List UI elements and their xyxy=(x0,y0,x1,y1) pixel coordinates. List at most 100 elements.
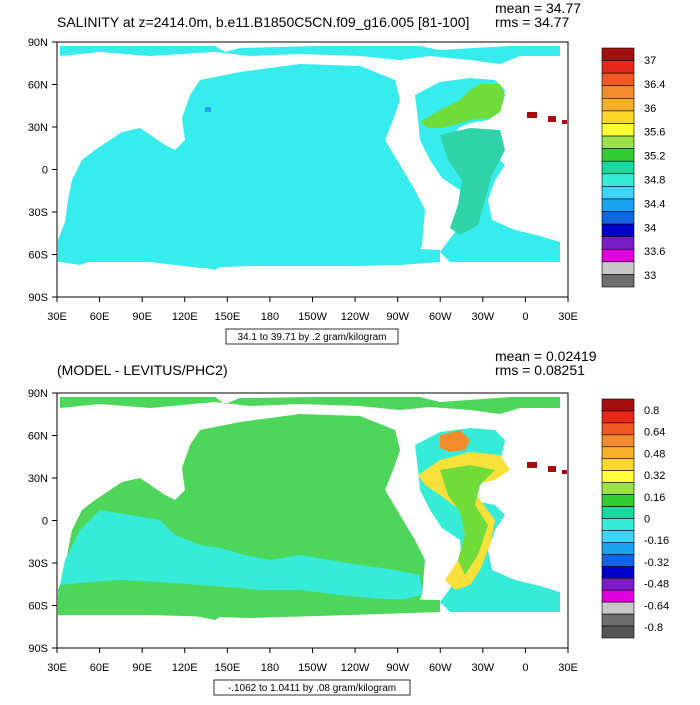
lon-label: 120W xyxy=(341,662,370,674)
colorbar-swatch xyxy=(601,458,635,471)
lon-label: 0 xyxy=(522,662,528,674)
lat-label: 30S xyxy=(28,207,48,219)
colorbar-label: 34.8 xyxy=(644,174,665,186)
lon-label: 60W xyxy=(429,311,452,323)
colorbar-label: 37 xyxy=(644,55,656,67)
colorbar-swatch xyxy=(601,72,635,87)
colorbar-swatch xyxy=(601,98,635,112)
colorbar-label: 34.4 xyxy=(644,198,665,210)
lon-label: 90E xyxy=(132,662,152,674)
colorbar-label: 34 xyxy=(644,222,656,234)
lon-label: 30E xyxy=(558,311,578,323)
colorbar-label: 36.4 xyxy=(644,79,665,91)
contour-info: 34.1 to 39.71 by .2 gram/kilogram xyxy=(238,332,387,343)
mean-stat: mean = 34.77 xyxy=(495,0,581,16)
colorbar-swatch xyxy=(601,274,635,288)
lon-label: 90W xyxy=(386,311,409,323)
lat-label: 0 xyxy=(42,165,48,177)
lon-label: 180 xyxy=(261,311,279,323)
indian-ocean-cyan xyxy=(60,510,422,600)
colorbar-swatch xyxy=(601,236,635,250)
colorbar-swatch xyxy=(601,494,635,507)
lon-label: 30E xyxy=(47,311,67,323)
med-outflow xyxy=(527,112,537,118)
colorbar-swatch xyxy=(601,160,635,175)
latitude-labels: 90N 60N 30N 0 30S 60S 90S xyxy=(28,388,57,655)
lon-label: 90W xyxy=(386,662,409,674)
colorbar-swatch xyxy=(601,248,635,263)
longitude-labels: 30E 60E 90E 120E 150E 180 150W 120W 90W 60W 30W 0 30… xyxy=(47,297,578,323)
colorbar-swatch xyxy=(601,589,635,603)
lon-label: 60E xyxy=(90,662,110,674)
colorbar-swatch xyxy=(601,186,635,200)
lon-label: 30W xyxy=(472,662,495,674)
atlantic-core xyxy=(440,465,495,575)
lat-label: 30S xyxy=(28,558,48,570)
colorbar-swatch xyxy=(601,110,635,124)
colorbar: 0.8 0.64 0.48 0.32 0.16 0 -0.16 -0.32 -0.48 -0.64… xyxy=(601,398,669,639)
southern-ocean xyxy=(58,228,440,268)
colorbar-swatch xyxy=(601,123,635,137)
lon-label: 150W xyxy=(298,662,327,674)
colorbar-label: 0.48 xyxy=(644,448,665,460)
lon-label: 120W xyxy=(341,311,370,323)
colorbar-swatch xyxy=(601,60,635,74)
colorbar-swatch xyxy=(601,613,635,627)
lon-label: 120E xyxy=(172,311,198,323)
colorbar-swatch xyxy=(601,85,635,99)
colorbar-swatch xyxy=(601,446,635,460)
colorbar-label: 33 xyxy=(644,270,656,282)
colorbar-swatch xyxy=(601,173,635,187)
colorbar-swatch xyxy=(601,135,635,149)
arctic-ocean xyxy=(60,46,560,64)
colorbar-label: 35.2 xyxy=(644,151,665,163)
mean-stat: mean = 0.02419 xyxy=(495,348,597,364)
colorbar-swatch xyxy=(601,398,635,412)
lon-label: 30E xyxy=(558,662,578,674)
map-plot xyxy=(56,392,569,649)
atlantic-tongue xyxy=(440,128,505,235)
colorbar-swatch xyxy=(601,506,635,519)
colorbar-label: 33.6 xyxy=(644,246,665,258)
colorbar-swatch xyxy=(601,223,635,237)
map-plot xyxy=(56,41,569,298)
colorbar-swatch xyxy=(601,625,635,639)
lon-label: 120E xyxy=(172,662,198,674)
contour-info-box xyxy=(225,328,399,345)
lon-label: 180 xyxy=(261,662,279,674)
lat-label: 90S xyxy=(28,643,48,655)
lat-label: 60N xyxy=(28,431,48,443)
colorbar: 37 36.4 36 35.6 35.2 34.8 34.4 34 33.6 33 xyxy=(601,47,665,288)
colorbar-label: -0.16 xyxy=(644,535,669,547)
colorbar-swatch xyxy=(601,565,635,579)
contour-info: -.1062 to 1.0411 by .08 gram/kilogram xyxy=(228,683,396,694)
colorbar-swatch xyxy=(601,261,635,275)
southern-ocean xyxy=(58,590,440,618)
colorbar-swatch xyxy=(601,577,635,591)
colorbar-label: 0.64 xyxy=(644,427,665,439)
colorbar-swatch xyxy=(601,410,635,424)
lat-label: 0 xyxy=(42,516,48,528)
colorbar-swatch xyxy=(601,542,635,555)
lon-label: 0 xyxy=(522,311,528,323)
colorbar-label: -0.64 xyxy=(644,600,669,612)
lat-label: 60N xyxy=(28,80,48,92)
panel-salinity: SALINITY at z=2414.0m, b.e11.B1850C5CN.f… xyxy=(28,0,665,345)
longitude-labels: 30E 60E 90E 120E 150E 180 150W 120W 90W 60W 30W 0 30… xyxy=(47,648,578,674)
arctic-ocean xyxy=(60,397,560,414)
colorbar-swatch xyxy=(601,601,635,615)
colorbar-swatch xyxy=(601,198,635,212)
pacific-indian-ocean xyxy=(58,64,425,270)
lat-label: 90N xyxy=(28,388,48,400)
lat-label: 30N xyxy=(28,473,48,485)
colorbar-swatch xyxy=(601,434,635,448)
colorbar-label: -0.8 xyxy=(644,622,663,634)
lat-label: 30N xyxy=(28,122,48,134)
lon-label: 150W xyxy=(298,311,327,323)
panel-title: (MODEL - LEVITUS/PHC2) xyxy=(57,362,228,378)
panel-title: SALINITY at z=2414.0m, b.e11.B1850C5CN.f… xyxy=(57,14,469,30)
latitude-labels: 90N 60N 30N 0 30S 60S 90S xyxy=(28,37,57,304)
colorbar-label: -0.32 xyxy=(644,557,669,569)
lon-label: 60E xyxy=(90,311,110,323)
colorbar-swatch xyxy=(601,148,635,162)
